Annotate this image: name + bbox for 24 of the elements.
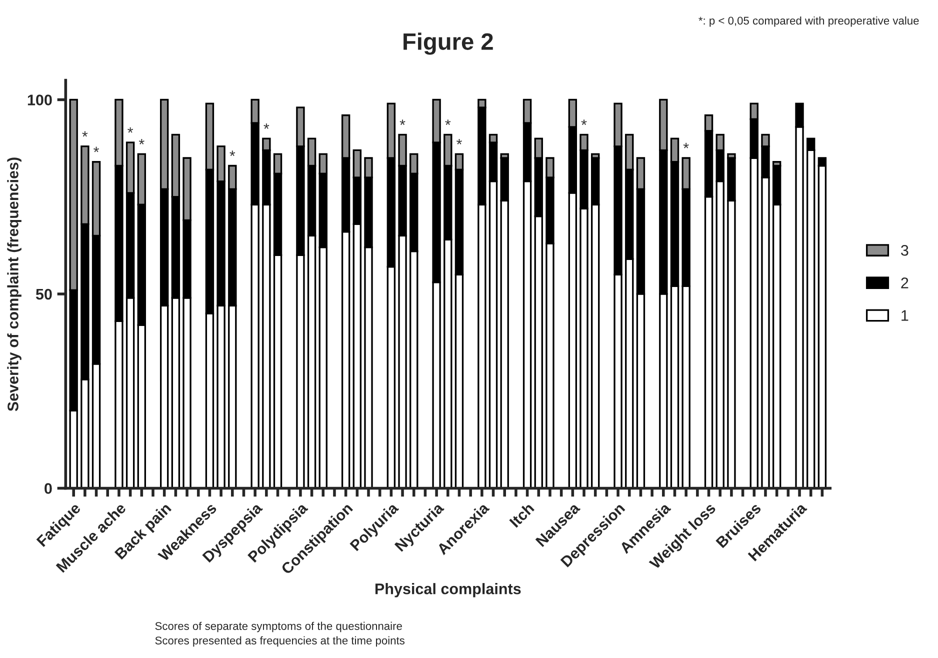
data-label: * [94, 146, 100, 152]
chart-title: Figure 2 [404, 32, 493, 55]
y-tick-label: 0 [44, 483, 52, 494]
data-label: * [230, 150, 236, 156]
data-label: * [138, 139, 144, 144]
legend-label: 1 [902, 310, 908, 321]
data-label: * [400, 120, 406, 125]
x-tick-label: Itch [508, 502, 535, 528]
data-label: * [456, 139, 462, 144]
legend-label: 3 [901, 244, 908, 256]
data-label: * [264, 123, 270, 129]
data-label: * [581, 120, 587, 125]
text: Scores of separate symptoms of the questionnaire [155, 622, 402, 632]
data-label: * [82, 131, 88, 137]
y-tick-label: 50 [36, 288, 52, 300]
data-label: * [128, 127, 134, 133]
data-label: * [683, 142, 689, 148]
text: *: p < 0,05 compared with preoperative value [698, 16, 919, 27]
text: Scores presented as frequencies at the time points [155, 636, 405, 647]
x-axis-title: Physical complaints [375, 583, 521, 598]
y-tick-label: 100 [28, 94, 52, 106]
data-label: * [445, 120, 451, 125]
legend-label: 2 [901, 278, 908, 288]
y-axis-title: Severity of complaint (frequencies) [7, 158, 22, 412]
